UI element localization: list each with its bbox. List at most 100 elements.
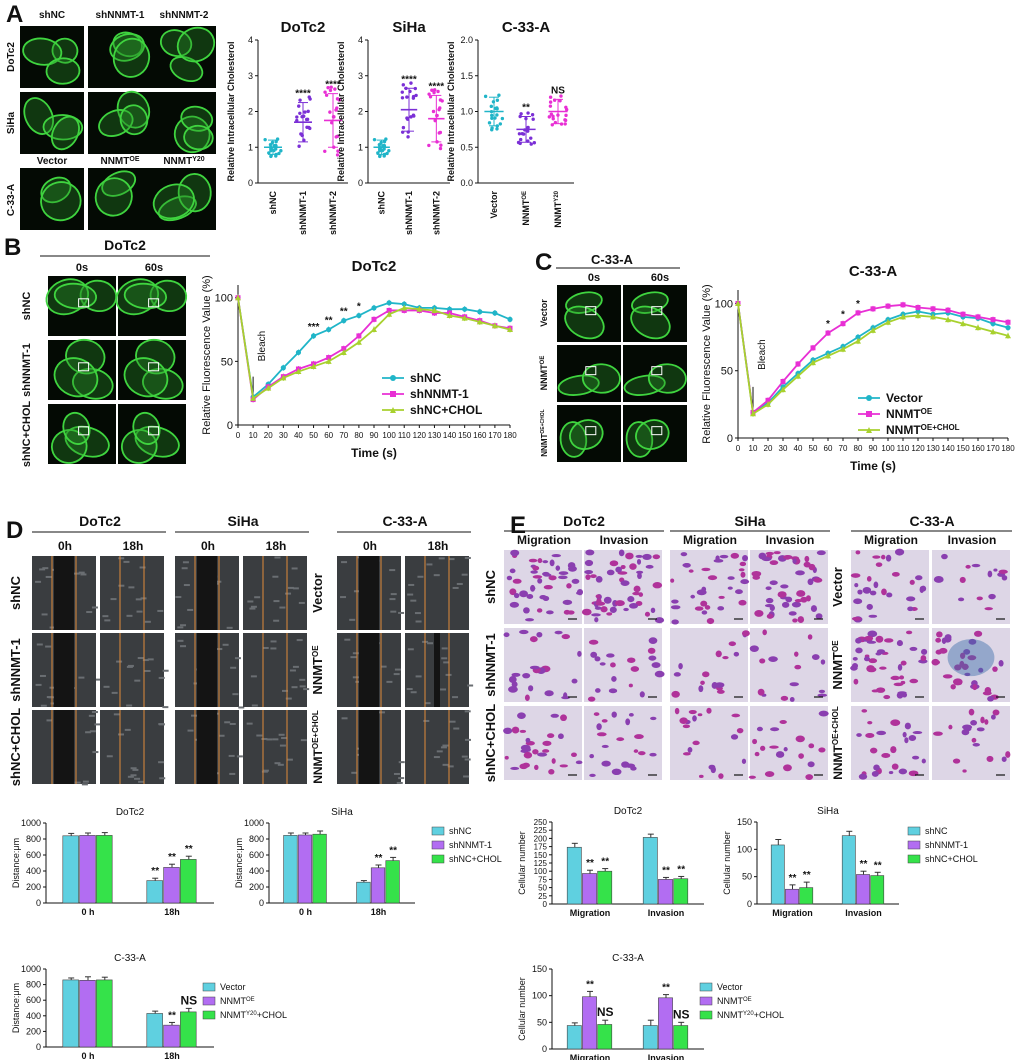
wound-gap [54, 633, 74, 707]
x-tick-label: 130 [926, 444, 940, 453]
x-tick-label: 50 [309, 431, 318, 440]
significance-label: ** [586, 858, 594, 869]
stained-cell [566, 583, 572, 589]
stained-cell [537, 558, 543, 564]
stained-cell [674, 707, 680, 715]
bleach-roi-box [148, 426, 160, 436]
x-tick-label: shNNMT-2 [431, 191, 441, 235]
stained-cell [506, 575, 513, 581]
data-point [500, 116, 505, 121]
stained-cell [905, 630, 913, 635]
stained-cell [962, 769, 967, 773]
data-point [274, 147, 278, 151]
stained-cell [900, 680, 906, 685]
y-tick-label: 0 [36, 898, 41, 908]
data-point [411, 96, 416, 100]
stained-cell [909, 646, 918, 651]
stained-cell [879, 666, 887, 670]
cell-texture [452, 696, 459, 699]
fluorescence-tile [557, 285, 621, 342]
cell-texture [229, 722, 236, 725]
data-point [263, 137, 267, 142]
significance-label: * [841, 310, 845, 321]
stained-cell [884, 638, 894, 643]
significance-label: * [856, 299, 860, 310]
stained-cell [958, 597, 965, 602]
data-point [328, 88, 333, 93]
stained-cell [671, 690, 680, 698]
x-tick-label: 50 [809, 444, 818, 453]
x-tick-label: 100 [382, 431, 396, 440]
stained-cell [851, 616, 862, 621]
cell-texture [440, 688, 447, 691]
data-point [810, 345, 816, 351]
cell-texture [110, 598, 117, 601]
cell-texture [274, 762, 281, 765]
y-tick-label: 3 [358, 71, 363, 81]
x-tick-label: Migration [772, 908, 813, 918]
cell-texture [436, 750, 443, 753]
x-tick-label: 110 [398, 431, 411, 440]
data-point [521, 132, 526, 136]
stained-cell [902, 731, 907, 738]
data-point [810, 359, 816, 366]
stained-cell [576, 589, 583, 596]
cell-membrane [50, 429, 88, 464]
stained-cell [511, 726, 520, 734]
stained-cell [988, 593, 996, 600]
cell-texture [42, 567, 49, 570]
stained-cell [590, 574, 597, 579]
bar [856, 874, 870, 905]
legend-label: NNMTY20+CHOL [717, 1010, 784, 1020]
legend-label: shNC [925, 826, 948, 836]
stained-cell [606, 612, 613, 616]
x-tick-label: 18h [164, 907, 180, 917]
stained-cell [973, 630, 983, 637]
legend-label: NNMTY20+CHOL [220, 1010, 287, 1020]
stained-cell [682, 752, 691, 756]
data-point [265, 385, 272, 391]
data-point [529, 136, 533, 140]
bar [79, 980, 96, 1048]
stained-cell [609, 606, 617, 613]
stained-cell [528, 558, 538, 563]
panel-a-row-label: SiHa [6, 111, 17, 134]
panel-e-row-label: shNC [483, 569, 498, 604]
stained-cell [739, 561, 747, 567]
stained-cell [581, 608, 592, 616]
cell-texture [273, 600, 280, 603]
stained-cell [895, 548, 905, 556]
data-point [433, 88, 437, 92]
stained-cell [741, 758, 747, 764]
stained-cell [810, 605, 818, 613]
stained-cell [972, 683, 978, 691]
stained-cell [976, 727, 985, 732]
cell-texture [417, 575, 424, 578]
stained-cell [717, 606, 725, 611]
data-point [328, 110, 332, 114]
stained-cell [692, 740, 700, 746]
stained-cell [800, 598, 807, 603]
cell-texture [249, 607, 256, 610]
data-point [489, 104, 494, 109]
data-point [326, 355, 332, 361]
y-axis-label: Distance:μm [234, 838, 244, 888]
stained-cell [920, 585, 927, 592]
data-point [409, 81, 413, 85]
data-point [558, 99, 562, 103]
data-point [269, 154, 273, 159]
cell-texture [36, 643, 43, 646]
cell-membrane [176, 26, 216, 63]
transwell-tile [932, 706, 1010, 780]
stained-cell [697, 713, 703, 717]
bar [673, 1025, 689, 1050]
data-point [497, 93, 501, 97]
stained-cell [588, 639, 599, 645]
cell-texture [118, 733, 125, 736]
y-tick-label: 0 [227, 420, 233, 432]
stained-cell [718, 595, 725, 599]
stained-cell [808, 563, 816, 571]
x-tick-label: 150 [458, 431, 472, 440]
data-point [855, 334, 861, 340]
cell-texture [116, 660, 123, 663]
